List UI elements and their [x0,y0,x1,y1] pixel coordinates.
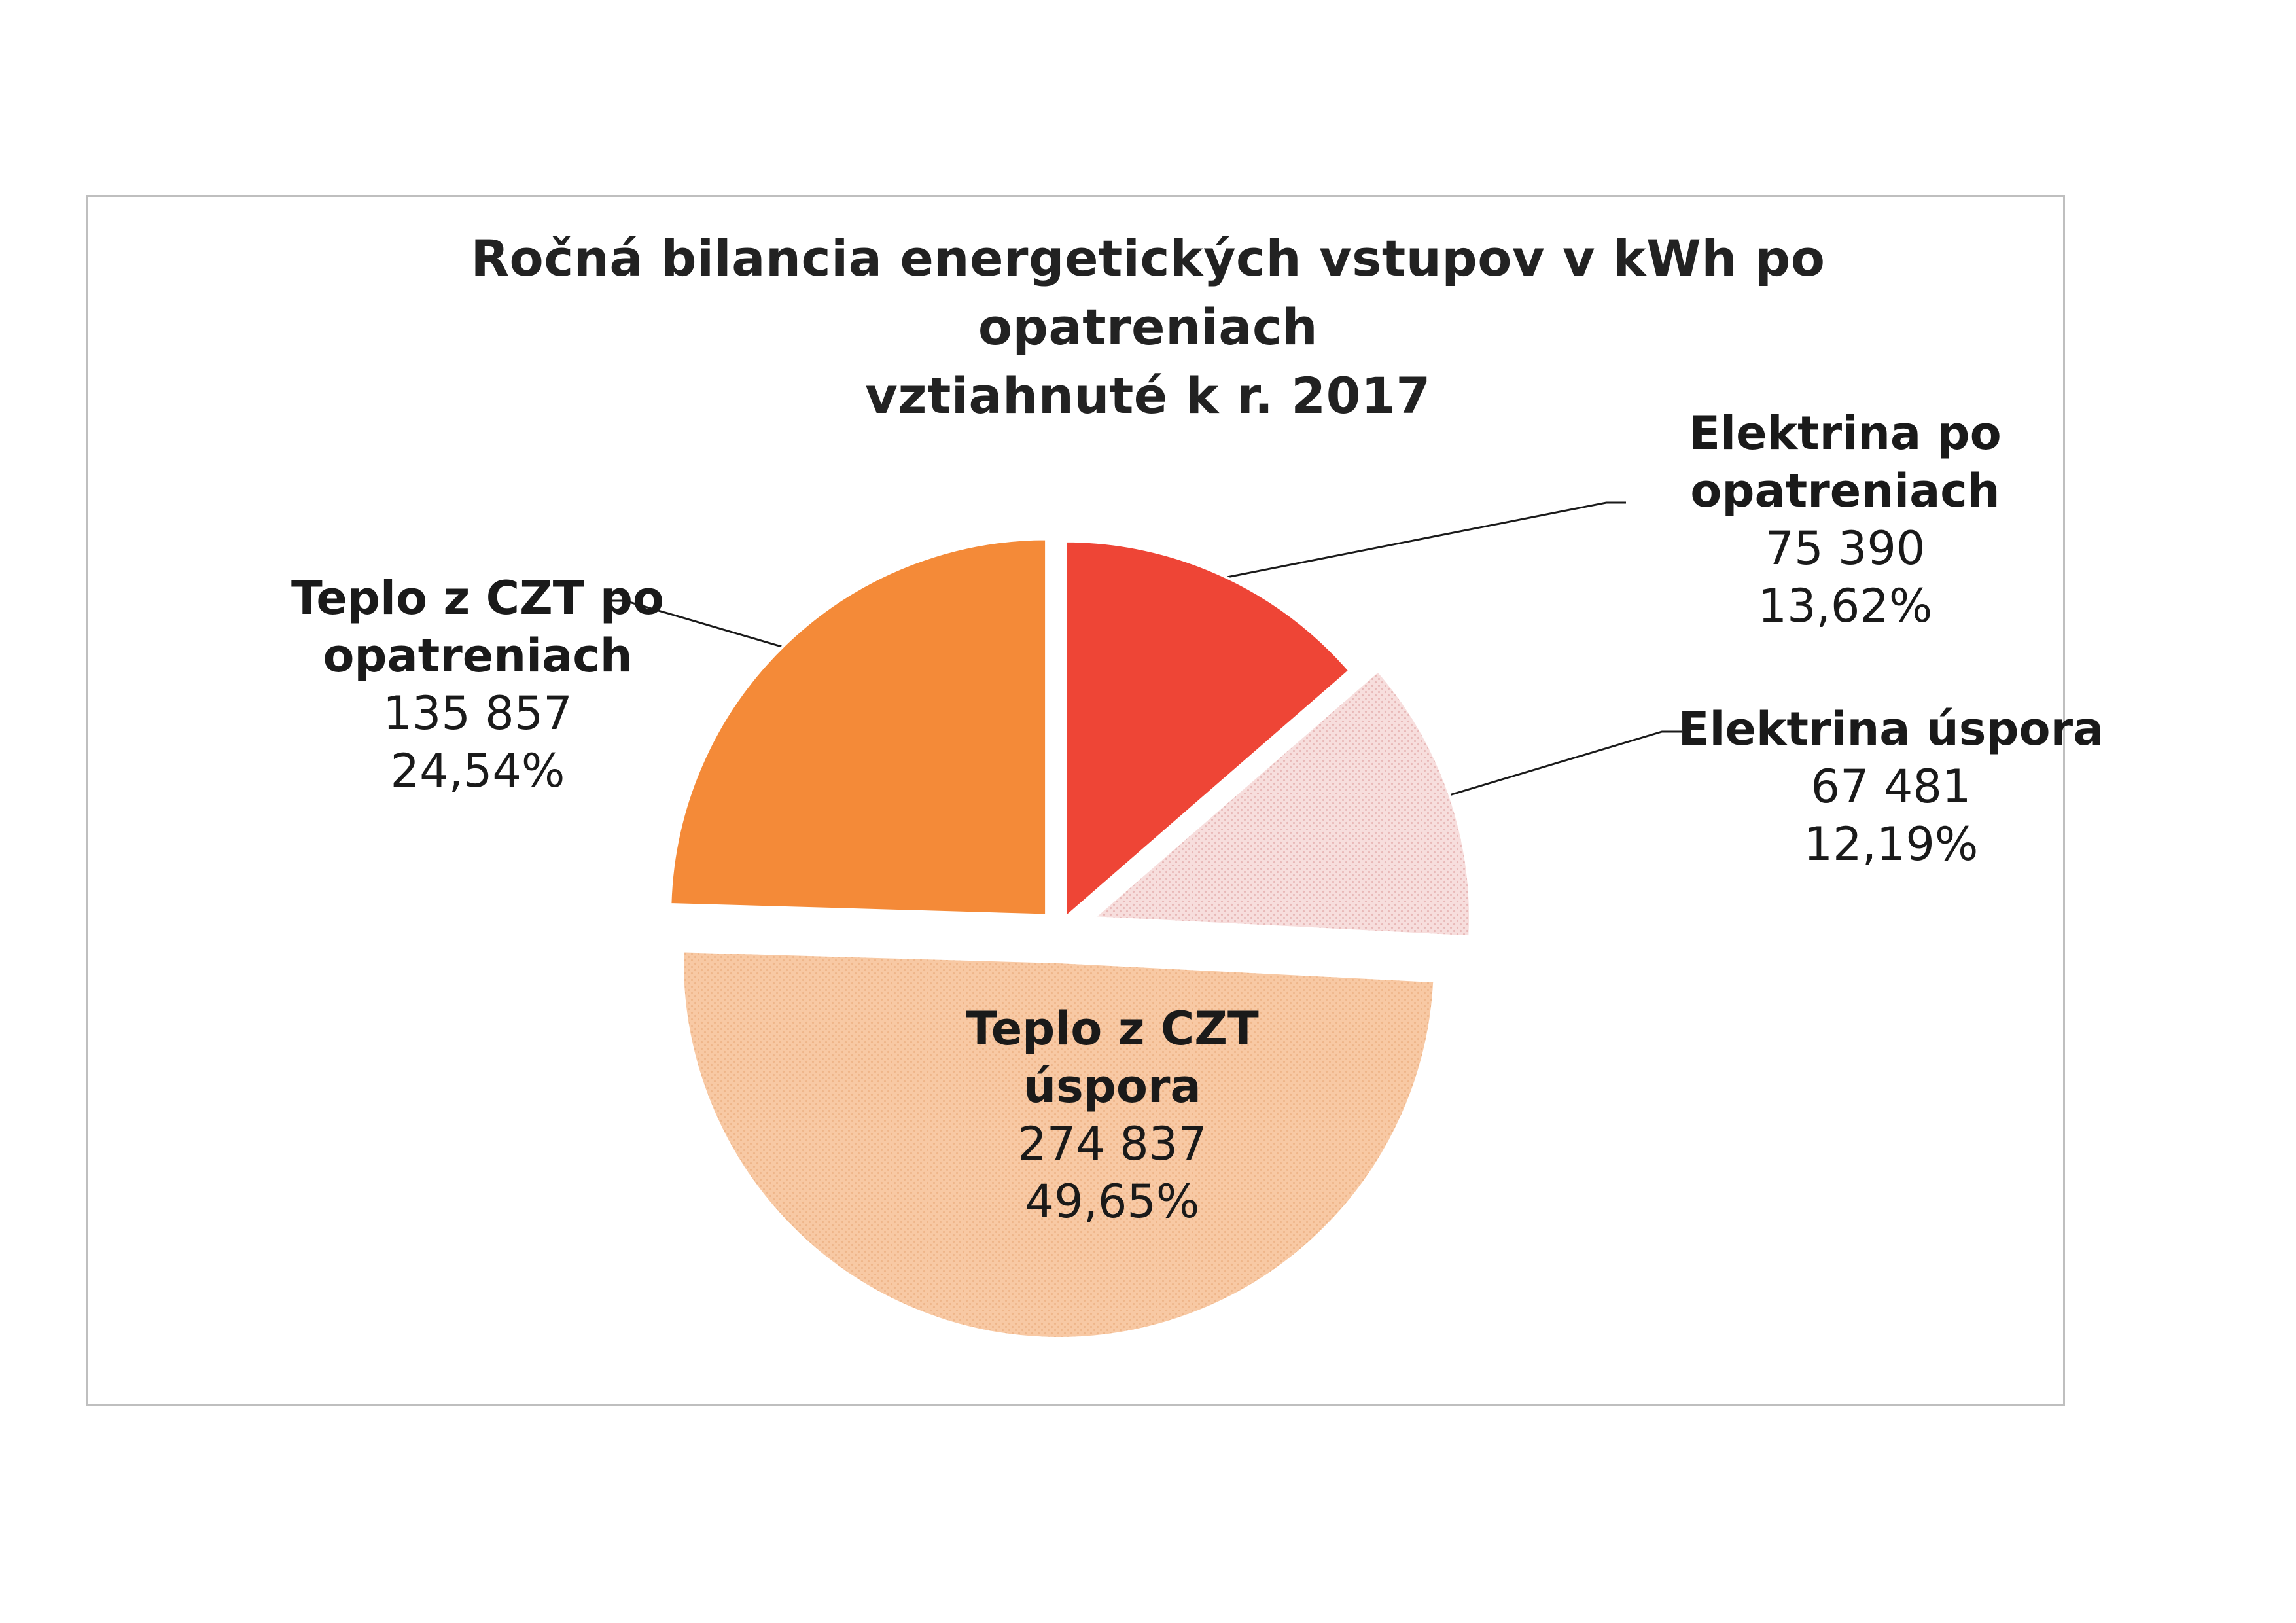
label-value: 67 481 [1810,760,1971,813]
label-name-line-2: opatreniach [323,629,633,683]
label-elektrina-po-opatreniach: Elektrina po opatreniach 75 390 13,62% [1597,404,2094,635]
label-percent: 49,65% [1025,1175,1200,1228]
label-name-line-1: Teplo z CZT [966,1002,1259,1056]
leader-line-3 [605,599,787,649]
pie-slice-0 [1064,539,1352,921]
leader-line-0 [1220,501,1626,580]
label-percent: 13,62% [1757,579,1933,633]
label-teplo-uspora: Teplo z CZT úspora 274 837 49,65% [903,1000,1322,1230]
label-value: 135 857 [383,687,573,740]
label-teplo-po-opatreniach: Teplo z CZT po opatreniach 135 857 24,54… [249,569,707,800]
leader-line-1 [1445,730,1682,797]
label-elektrina-uspora: Elektrina úspora 67 481 12,19% [1623,700,2159,873]
chart-title-line-3: vztiahnuté k r. 2017 [865,366,1431,425]
chart-title-line-1: Ročná bilancia energetických vstupov v k… [470,229,1826,287]
label-name-line-1: Teplo z CZT po [291,571,665,625]
label-name-line-2: opatreniach [1690,464,2000,518]
label-value: 75 390 [1765,522,1926,575]
label-percent: 24,54% [390,744,565,798]
label-name-line-1: Elektrina po [1689,406,2002,460]
pie-slice-1 [1090,669,1472,938]
label-name-line-2: úspora [1023,1060,1201,1113]
label-name-line-1: Elektrina úspora [1678,702,2104,756]
pie-slice-2 [681,950,1436,1340]
pie-slice-3 [669,537,1048,917]
chart-title-line-2: opatreniach [978,298,1318,356]
label-percent: 12,19% [1803,817,1979,871]
label-value: 274 837 [1017,1117,1207,1171]
